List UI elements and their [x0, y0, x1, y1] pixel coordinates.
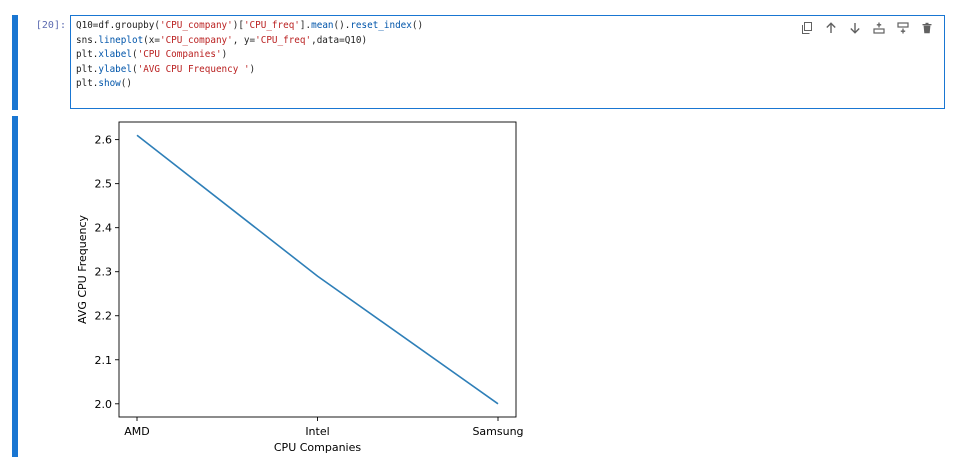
code-token: ().	[334, 20, 351, 31]
output-plot: AMD Intel Samsung 2.0 2.1 2.2 2.3 2.4 2.5 2.6 CPU …	[70, 116, 540, 457]
insert-above-button[interactable]	[870, 20, 888, 36]
code-token: sns.	[76, 35, 98, 46]
x-tick-label: AMD	[124, 425, 150, 438]
cell-toolbar	[798, 20, 936, 36]
arrow-down-icon	[849, 22, 861, 34]
duplicate-cell-button[interactable]	[798, 20, 816, 36]
output-cell-selection-bar[interactable]	[12, 116, 18, 457]
code-function: lineplot	[98, 35, 143, 46]
input-cell-selection-bar[interactable]	[12, 15, 18, 110]
insert-above-icon	[873, 22, 885, 34]
code-token: )	[222, 49, 228, 60]
code-token: plt.	[76, 78, 98, 89]
code-token: )[	[233, 20, 244, 31]
code-line[interactable]: Q10=df.groupby('CPU_company')['CPU_freq'…	[76, 19, 423, 34]
code-string: 'AVG CPU Frequency '	[138, 64, 250, 75]
code-string: 'CPU Companies'	[138, 49, 222, 60]
x-tick-label: Samsung	[472, 425, 523, 438]
x-tick-label: Intel	[305, 425, 329, 438]
code-token: ].	[300, 20, 311, 31]
code-string: 'CPU_freq'	[255, 35, 311, 46]
code-line[interactable]: plt.xlabel('CPU Companies')	[76, 48, 423, 63]
y-tick-label: 2.0	[95, 398, 113, 411]
plot-frame	[119, 122, 516, 417]
copy-icon	[801, 22, 813, 34]
code-function: mean	[311, 20, 333, 31]
code-token: plt.	[76, 49, 98, 60]
code-string: 'CPU_company'	[160, 35, 233, 46]
trash-icon	[921, 22, 933, 34]
y-axis-label: AVG CPU Frequency	[76, 214, 89, 324]
code-string: 'CPU_freq'	[244, 20, 300, 31]
x-axis-label: CPU Companies	[274, 441, 362, 454]
insert-below-icon	[897, 22, 909, 34]
code-token: plt.	[76, 64, 98, 75]
code-token: ()	[412, 20, 423, 31]
y-tick-label: 2.2	[95, 310, 113, 323]
y-tick-label: 2.3	[95, 266, 113, 279]
arrow-up-icon	[825, 22, 837, 34]
y-tick-label: 2.5	[95, 178, 113, 191]
y-tick-label: 2.1	[95, 354, 113, 367]
code-function: xlabel	[98, 49, 132, 60]
line-chart: AMD Intel Samsung 2.0 2.1 2.2 2.3 2.4 2.5 2.6 CPU …	[70, 116, 540, 457]
code-token: , y=	[233, 35, 255, 46]
code-token: (x=	[143, 35, 160, 46]
code-function: reset_index	[350, 20, 412, 31]
code-function: show	[98, 78, 120, 89]
series-line	[137, 135, 498, 404]
execution-count-prompt: [20]:	[30, 20, 66, 31]
code-token: ()	[121, 78, 132, 89]
code-line[interactable]: sns.lineplot(x='CPU_company', y='CPU_fre…	[76, 34, 423, 49]
code-string: 'CPU_company'	[160, 20, 233, 31]
y-tick-label: 2.6	[95, 134, 113, 147]
code-token: ,data=Q10)	[311, 35, 367, 46]
delete-cell-button[interactable]	[918, 20, 936, 36]
code-token: )	[250, 64, 256, 75]
move-down-button[interactable]	[846, 20, 864, 36]
move-up-button[interactable]	[822, 20, 840, 36]
code-line[interactable]: plt.show()	[76, 77, 423, 92]
code-function: ylabel	[98, 64, 132, 75]
code-line[interactable]: plt.ylabel('AVG CPU Frequency ')	[76, 63, 423, 78]
code-text[interactable]: Q10=df.groupby('CPU_company')['CPU_freq'…	[76, 19, 423, 92]
code-editor[interactable]: Q10=df.groupby('CPU_company')['CPU_freq'…	[70, 15, 945, 109]
code-token: Q10=df.groupby(	[76, 20, 160, 31]
insert-below-button[interactable]	[894, 20, 912, 36]
y-tick-label: 2.4	[95, 222, 113, 235]
